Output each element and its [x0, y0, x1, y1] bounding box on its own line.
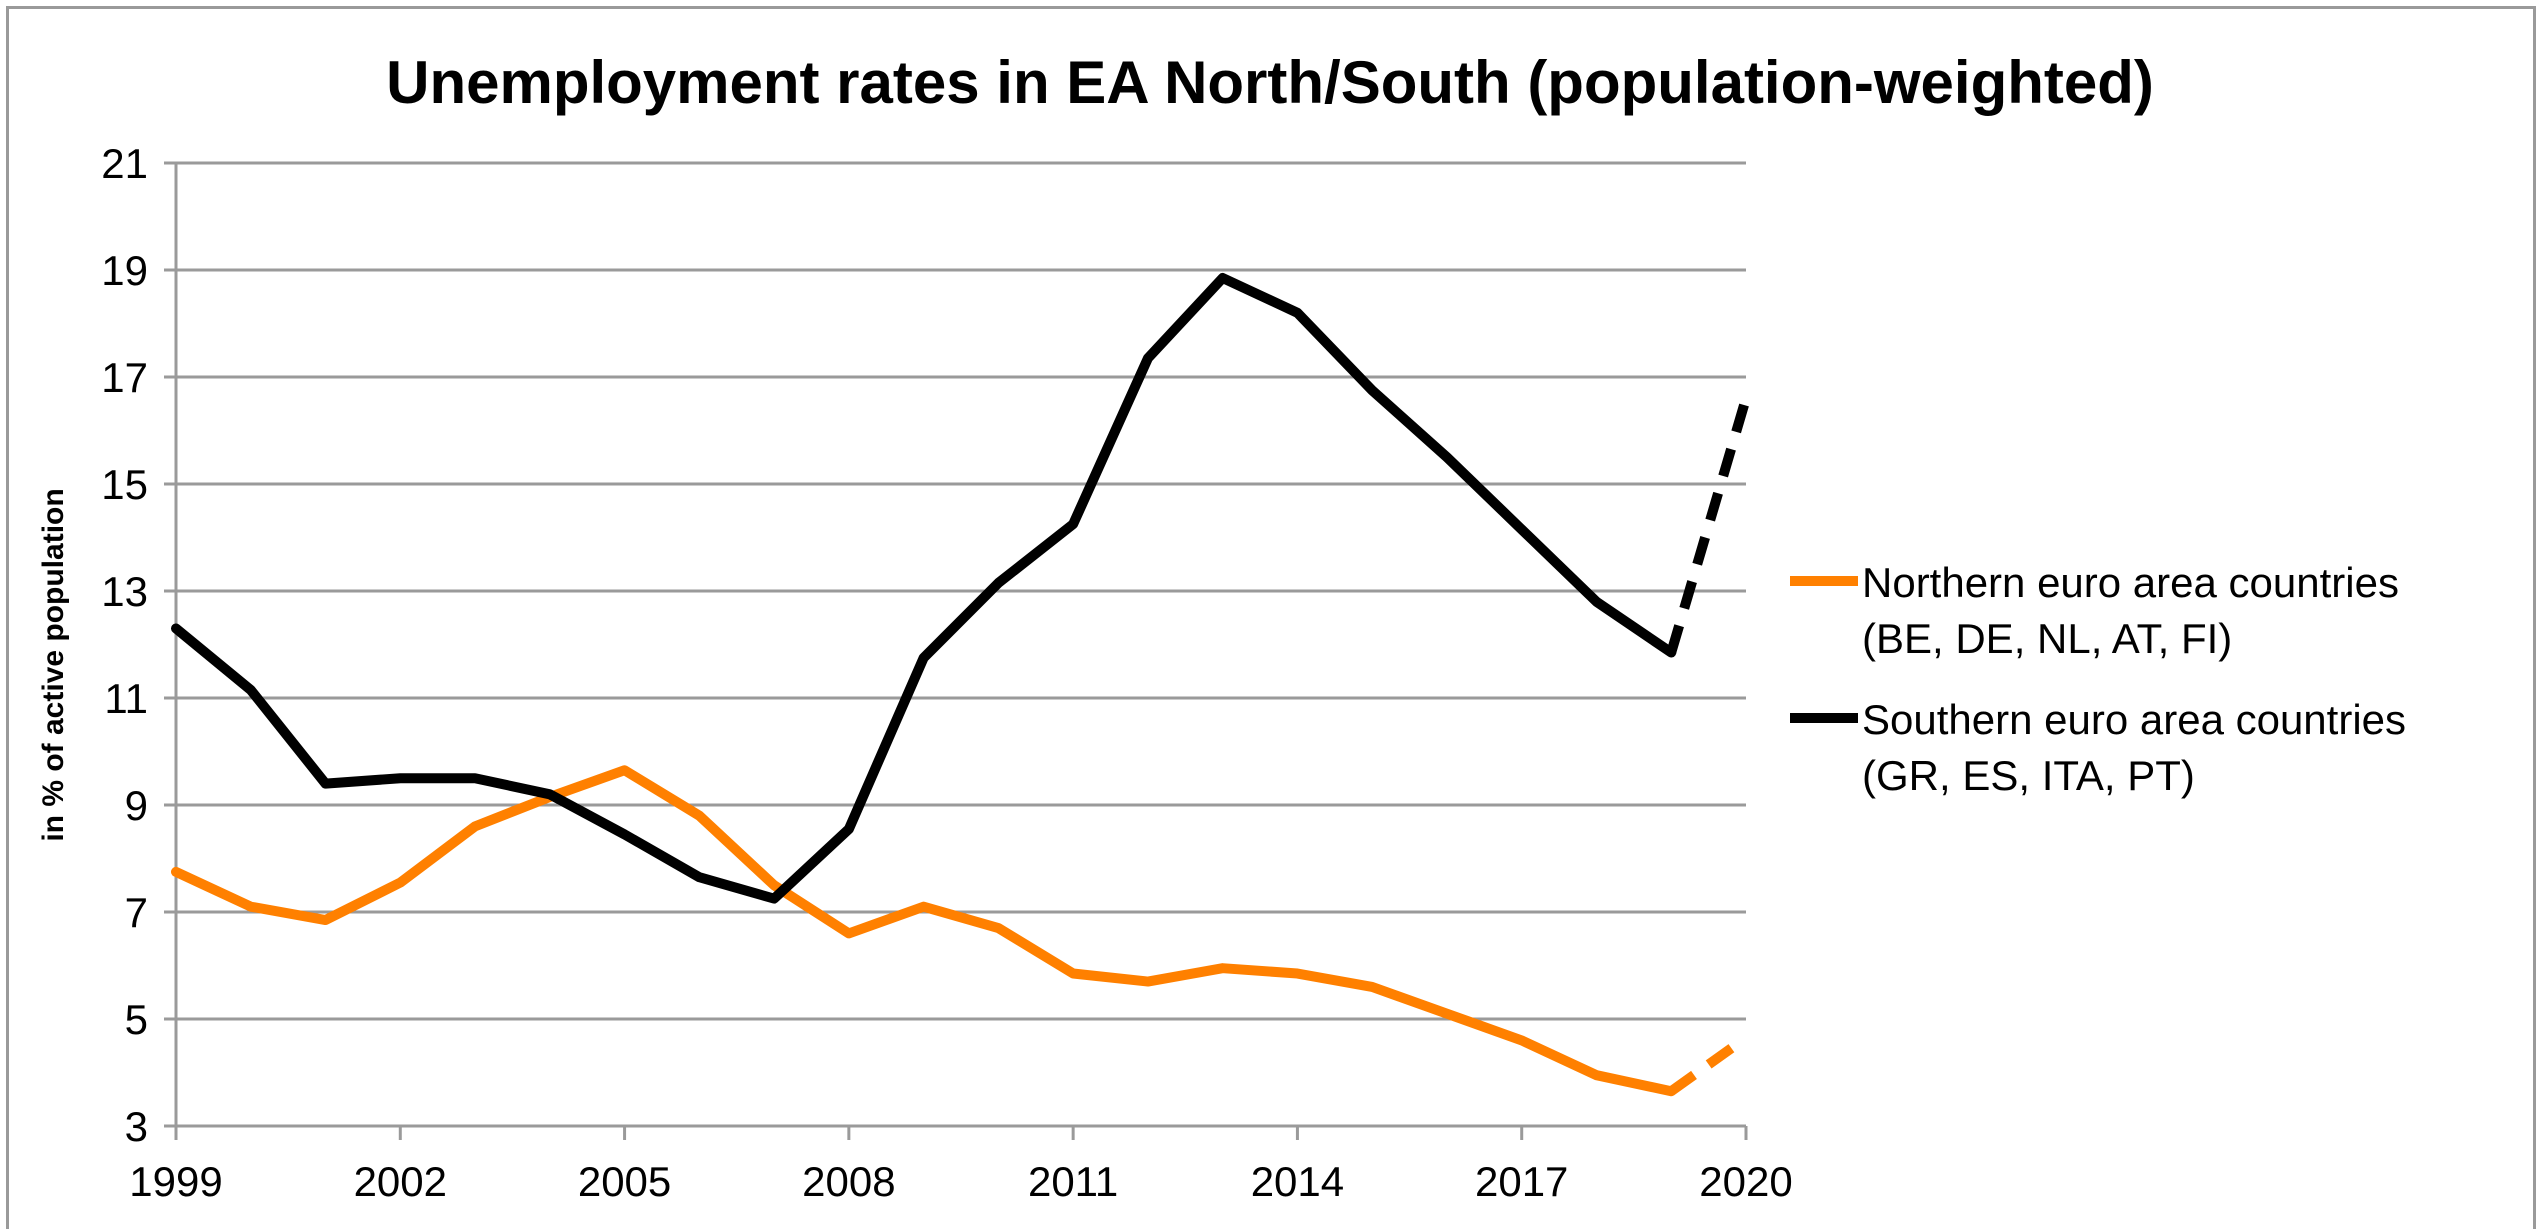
x-tick-label: 2017: [1475, 1158, 1568, 1205]
gridlines: [176, 161, 1746, 1021]
series-projection-0: [1668, 1033, 1749, 1096]
y-tick-label: 11: [104, 675, 148, 722]
x-tick-label: 2005: [578, 1158, 671, 1205]
y-tick-labels: 3 5 7 9 11 13 15 17 19 21: [101, 140, 148, 1150]
axes: [164, 161, 1748, 1140]
series-line-1: [171, 273, 1677, 904]
y-tick-label: 21: [101, 140, 148, 187]
legend-label-1: (GR, ES, ITA, PT): [1862, 752, 2195, 799]
legend-label-0: Northern euro area countries: [1862, 559, 2399, 606]
y-tick-label: 7: [125, 889, 148, 936]
x-tick-label: 2011: [1028, 1158, 1118, 1205]
x-tick-label: 2002: [354, 1158, 447, 1205]
x-tick-label: 2014: [1251, 1158, 1344, 1205]
series-line-0: [171, 765, 1677, 1097]
y-tick-label: 3: [125, 1103, 148, 1150]
legend-label-1: Southern euro area countries: [1862, 696, 2406, 743]
y-tick-label: 17: [101, 354, 148, 401]
legend: Northern euro area countries (BE, DE, NL,…: [1790, 559, 2406, 799]
chart-title: Unemployment rates in EA North/South (po…: [386, 49, 2154, 116]
y-tick-label: 5: [125, 996, 148, 1043]
chart-frame: [6, 6, 2536, 1229]
y-tick-label: 15: [101, 461, 148, 508]
legend-label-0: (BE, DE, NL, AT, FI): [1862, 615, 2232, 662]
x-tick-label: 2020: [1699, 1158, 1792, 1205]
series-lines: [171, 273, 1751, 1097]
y-tick-label: 19: [101, 247, 148, 294]
y-axis-label: in % of active population: [37, 488, 70, 841]
y-tick-label: 13: [101, 568, 148, 615]
x-tick-label: 1999: [129, 1158, 222, 1205]
x-tick-label: 2008: [802, 1158, 895, 1205]
y-tick-label: 9: [125, 782, 148, 829]
series-projection-1: [1666, 396, 1751, 654]
x-tick-labels: 1999 2002 2005 2008 2011 2014 2017 2020: [129, 1158, 1792, 1205]
